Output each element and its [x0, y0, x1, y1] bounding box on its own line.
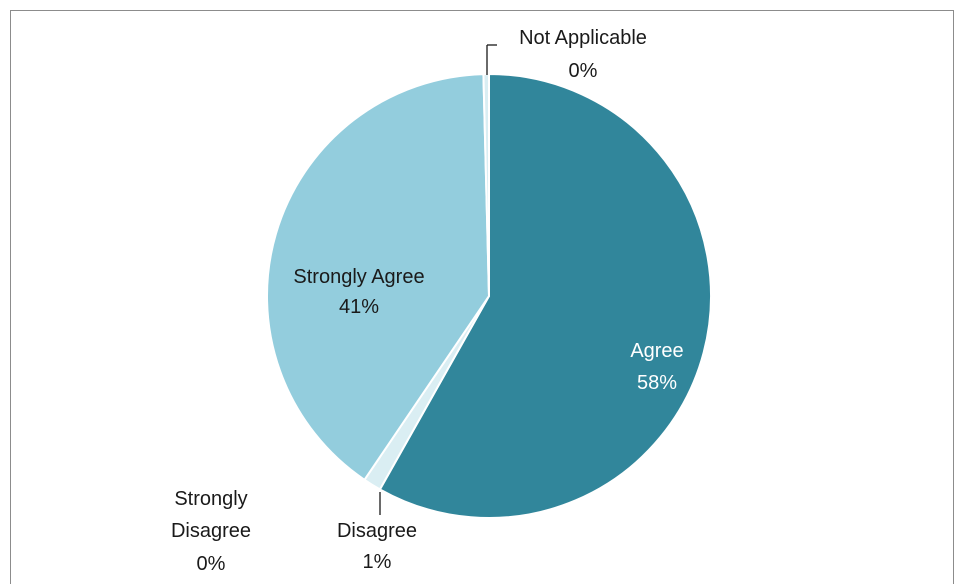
- slice-percent-strongly-agree: 41%: [339, 296, 379, 318]
- slice-label-not-applicable: Not Applicable: [519, 27, 647, 49]
- pie-slice-agree: [378, 72, 712, 519]
- slice-label-strongly-agree: Strongly Agree: [293, 266, 424, 288]
- pie-slice-not-applicable: [482, 72, 490, 297]
- slice-percent-not-applicable: 0%: [569, 60, 598, 82]
- pie-slices: [266, 72, 712, 519]
- pie-slice-strongly-agree: [266, 73, 491, 482]
- slice-label-strongly-disagree-line2: Disagree: [171, 520, 251, 542]
- slice-label-disagree: Disagree: [337, 520, 417, 542]
- slice-label-strongly-disagree-line1: Strongly: [174, 488, 247, 510]
- slice-percent-disagree: 1%: [363, 551, 392, 573]
- slice-label-agree: Agree: [630, 340, 683, 362]
- slice-percent-strongly-disagree: 0%: [197, 553, 226, 575]
- slice-percent-agree: 58%: [637, 372, 677, 394]
